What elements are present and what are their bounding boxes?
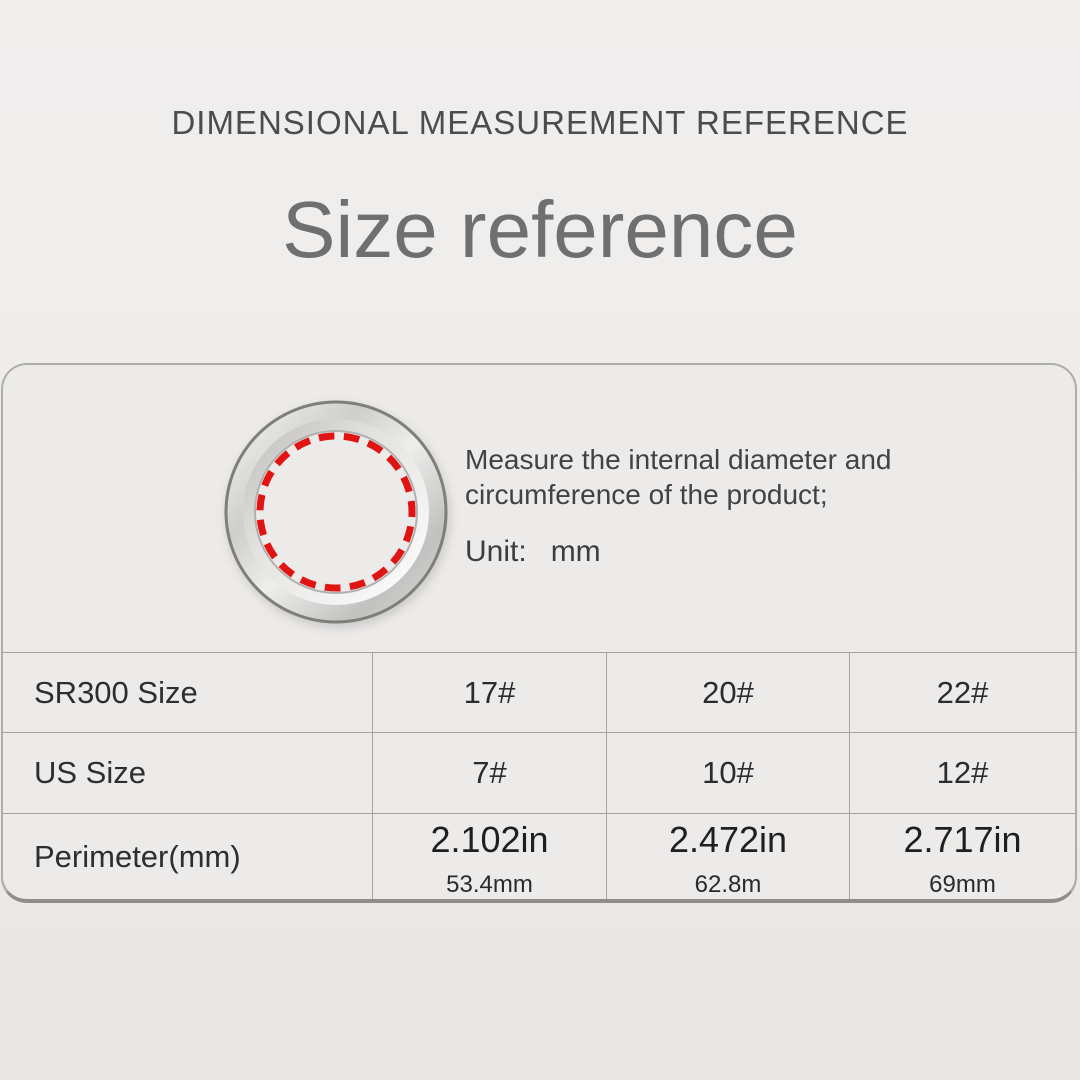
us-size-value-2: 10#: [606, 732, 849, 813]
ring-diagram-icon: [224, 400, 448, 624]
perimeter-inches-2: 2.472in: [668, 819, 788, 860]
perimeter-inches-3: 2.717in: [903, 819, 1022, 860]
instruction-line-1: Measure the internal diameter and: [465, 444, 892, 475]
eyebrow-heading: DIMENSIONAL MEASUREMENT REFERENCE: [171, 104, 909, 141]
size-table: SR300 Size 17# 20# 22# US Size 7# 10# 12…: [3, 652, 1075, 899]
sr300-size-value-1: 17#: [372, 652, 606, 732]
perimeter-value-1: 2.102in 53.4mm: [372, 813, 606, 899]
inner-diameter-dashed-circle: [256, 432, 416, 592]
us-size-value-1: 7#: [372, 732, 606, 813]
us-size-value-3: 12#: [849, 732, 1075, 813]
measurement-panel: Measure the internal diameter and circum…: [1, 363, 1077, 903]
perimeter-inches-1: 2.102in: [430, 819, 549, 860]
perimeter-mm-1: 53.4mm: [446, 871, 533, 898]
row-header-perimeter: Perimeter(mm): [3, 813, 372, 899]
row-header-us-size: US Size: [3, 732, 372, 813]
perimeter-value-3: 2.717in 69mm: [849, 813, 1075, 899]
row-header-sr300-size: SR300 Size: [3, 652, 372, 732]
sr300-size-value-2: 20#: [606, 652, 849, 732]
page-title: Size reference: [282, 185, 798, 274]
perimeter-value-2: 2.472in 62.8m: [606, 813, 849, 899]
sr300-size-value-3: 22#: [849, 652, 1075, 732]
perimeter-mm-2: 62.8m: [694, 871, 762, 898]
measure-instruction: Measure the internal diameter and circum…: [465, 442, 891, 512]
instruction-line-2: circumference of the product;: [465, 479, 828, 510]
perimeter-mm-3: 69mm: [929, 871, 996, 898]
unit-label: Unit:: [465, 535, 527, 568]
unit-value: mm: [550, 535, 601, 568]
unit-note: Unit: mm: [465, 535, 601, 569]
ring-hole: [254, 430, 418, 594]
